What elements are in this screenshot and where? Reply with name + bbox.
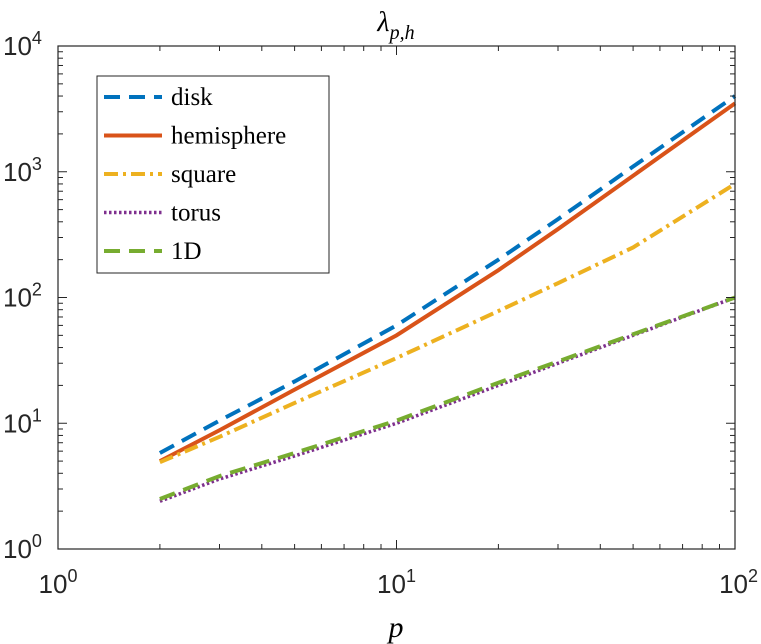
y-tick-label: 103 — [3, 154, 42, 187]
y-tick-label-exponent: 2 — [32, 280, 42, 300]
y-tick-label: 104 — [3, 28, 42, 61]
x-tick-label-base: 10 — [719, 569, 748, 599]
chart-title-subscript: p,h — [388, 22, 415, 44]
y-tick-label: 102 — [3, 280, 42, 313]
series-line-square — [159, 182, 737, 465]
y-tick-label-exponent: 3 — [32, 154, 42, 174]
x-tick-label-base: 10 — [377, 569, 406, 599]
legend-label-disk: disk — [171, 84, 213, 111]
y-tick-label-base: 10 — [3, 283, 32, 313]
x-tick-label: 101 — [377, 566, 416, 599]
series-line-disk — [158, 94, 737, 455]
y-tick-label-exponent: 1 — [32, 405, 42, 425]
y-tick-label-base: 10 — [3, 31, 32, 61]
x-tick-label-base: 10 — [39, 569, 68, 599]
legend-label-hemisphere: hemisphere — [171, 123, 286, 150]
y-tick-label: 101 — [3, 405, 42, 438]
series-line-hemisphere — [158, 101, 737, 463]
y-tick-label-base: 10 — [3, 408, 32, 438]
x-tick-label-exponent: 0 — [67, 566, 77, 586]
y-tick-label-exponent: 4 — [32, 28, 42, 48]
x-tick-label: 102 — [719, 566, 758, 599]
legend: disk hemisphere square torus 1D — [96, 75, 330, 274]
y-tick-label: 100 — [3, 531, 42, 564]
y-tick-label-exponent: 0 — [32, 531, 42, 551]
x-tick-label: 100 — [39, 566, 78, 599]
chart-title-main: λ — [376, 7, 389, 38]
series-line-torus — [159, 295, 736, 503]
y-tick-label-base: 10 — [3, 157, 32, 187]
legend-label-1d: 1D — [171, 238, 202, 265]
y-tick-label-base: 10 — [3, 534, 32, 564]
legend-label-torus: torus — [171, 200, 221, 227]
x-tick-label-exponent: 1 — [406, 566, 416, 586]
x-tick-label-exponent: 2 — [748, 566, 758, 586]
series-line-1d — [159, 295, 736, 501]
x-axis-label: p — [387, 611, 404, 644]
legend-label-square: square — [171, 161, 236, 188]
chart-title: λp,h — [376, 7, 414, 44]
